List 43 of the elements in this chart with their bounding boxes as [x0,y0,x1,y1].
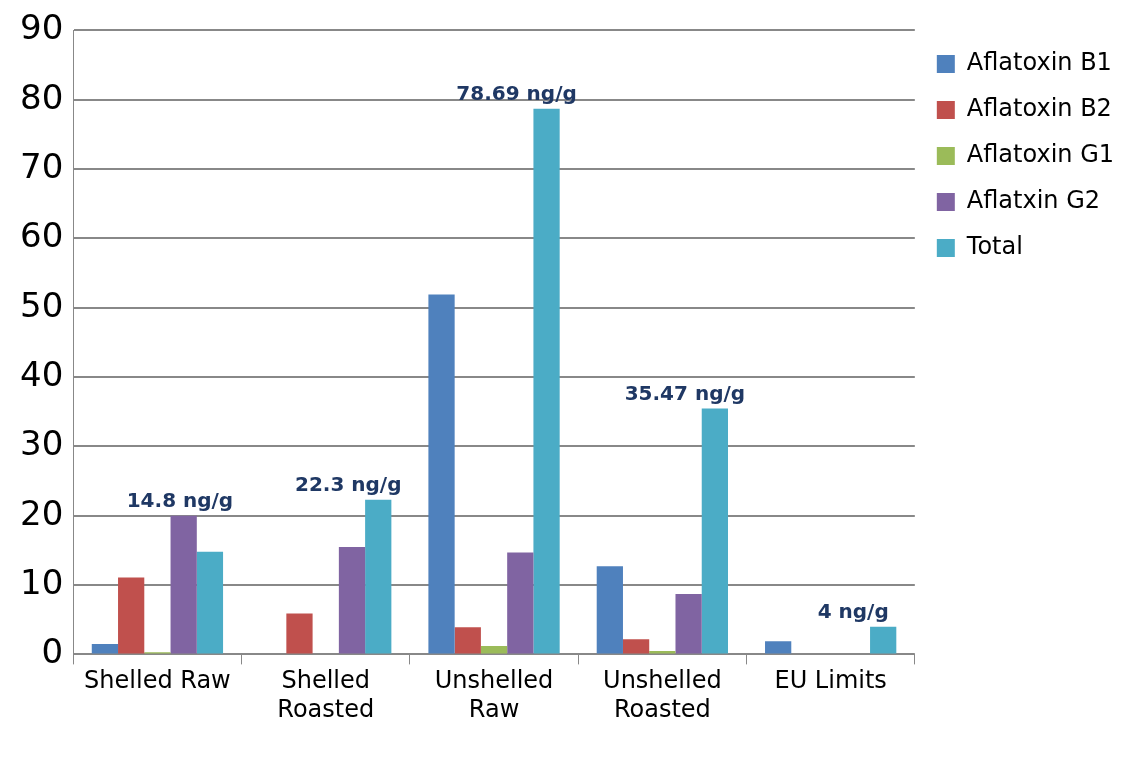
legend-label: Total [965,232,1023,261]
x-tick-label: Shelled Raw [84,666,231,695]
data-label: 14.8 ng/g [126,487,234,512]
y-tick-label: 70 [20,145,64,186]
y-tick-label: 40 [20,353,64,394]
x-tick-label: Shelled Roasted [277,666,375,723]
bar [365,499,392,654]
bar [428,294,455,654]
bar [91,644,119,654]
data-label: 78.69 ng/g [456,81,577,106]
y-tick-label: 0 [41,631,64,672]
bar [118,577,145,654]
bar [533,108,560,654]
x-tick-label: EU Limits [774,666,887,695]
legend-label: Aflatoxin G1 [966,140,1115,169]
bar [765,641,792,654]
bar [454,627,481,654]
bar [701,408,728,654]
bar [338,546,366,654]
x-tick-label: Unshelled Raw [434,666,554,723]
legend-label: Aflatoxin B2 [966,94,1112,123]
data-label: 35.47 ng/g [624,380,746,405]
bar [596,566,623,654]
y-tick-label: 10 [20,561,64,602]
bar [196,551,224,654]
bar [286,613,313,654]
legend-label: Aflatxin G2 [966,186,1101,215]
bar [870,626,897,654]
bar [480,646,508,654]
bar [675,594,702,654]
y-tick-label: 30 [20,423,64,464]
y-tick-label: 60 [20,215,64,256]
data-label: 4 ng/g [817,598,889,623]
bar [507,552,534,654]
legend-label: Aflatoxin B1 [966,48,1112,77]
bar [622,639,650,654]
y-tick-label: 20 [20,492,64,533]
y-tick-label: 50 [20,284,64,325]
data-label: 22.3 ng/g [295,471,402,496]
y-tick-label: 80 [20,76,64,117]
y-tick-label: 90 [20,7,64,48]
x-tick-label: Unshelled Roasted [603,666,722,723]
bar [170,515,197,654]
